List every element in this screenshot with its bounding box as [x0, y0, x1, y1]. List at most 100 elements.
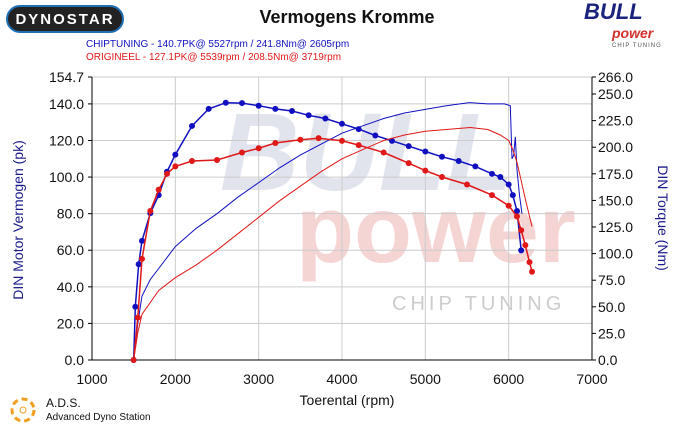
data-point-origineel-torque-nm: [529, 268, 535, 275]
data-point-origineel-torque-nm: [164, 170, 170, 177]
y-tick-label: 0.0: [65, 352, 85, 368]
data-point-origineel-torque-nm: [439, 174, 445, 181]
y-axis-label: DIN Motor Vermogen (pk): [10, 140, 26, 300]
y2-tick-label: 266.0: [598, 69, 633, 85]
data-point-chiptuning-torque-nm: [405, 143, 412, 150]
bull-power-logo: BULL power CHIP TUNING: [550, 0, 680, 54]
series-line-origineel-torque-nm: [132, 137, 533, 361]
data-point-origineel-torque-nm: [405, 160, 412, 167]
data-point-origineel-torque-nm: [505, 202, 512, 209]
data-point-origineel-torque-nm: [422, 167, 429, 174]
data-point-chiptuning-torque-nm: [497, 174, 504, 181]
data-point-origineel-torque-nm: [339, 137, 345, 144]
watermark: BULL power CHIP TUNING: [220, 91, 576, 315]
data-point-chiptuning-torque-nm: [455, 158, 462, 165]
x-axis-label: Toerental (rpm): [299, 392, 395, 408]
data-point-origineel-torque-nm: [489, 192, 495, 199]
watermark-chip-tuning: CHIP TUNING: [392, 293, 565, 315]
data-point-origineel-torque-nm: [355, 142, 362, 149]
data-point-origineel-torque-nm: [214, 156, 220, 163]
data-point-chiptuning-torque-nm: [505, 181, 512, 188]
data-point-chiptuning-torque-nm: [489, 170, 495, 177]
y2-tick-label: 125.0: [598, 219, 633, 235]
y-tick-label: 120.0: [49, 132, 84, 148]
data-point-chiptuning-torque-nm: [255, 102, 262, 109]
y-tick-label: 140.0: [49, 96, 84, 112]
data-point-origineel-torque-nm: [147, 208, 154, 215]
data-point-chiptuning-torque-nm: [189, 122, 195, 129]
data-point-origineel-torque-nm: [315, 135, 322, 142]
data-point-chiptuning-torque-nm: [422, 148, 429, 155]
y2-tick-label: 175.0: [598, 166, 633, 182]
y2-tick-label: 150.0: [598, 192, 633, 208]
x-tick-label: 3000: [243, 371, 274, 387]
legend-origineel: ORIGINEEL - 127.1PK@ 5539rpm / 208.5Nm@ …: [86, 52, 342, 63]
data-point-origineel-torque-nm: [239, 149, 245, 156]
y2-axis-label: DIN Torque (Nm): [655, 165, 671, 271]
data-point-chiptuning-torque-nm: [339, 120, 345, 127]
data-point-origineel-torque-nm: [464, 181, 470, 188]
x-tick-label: 2000: [160, 371, 191, 387]
data-point-origineel-torque-nm: [518, 227, 525, 234]
data-point-chiptuning-torque-nm: [289, 108, 295, 115]
y2-tick-label: 250.0: [598, 86, 633, 102]
data-point-chiptuning-torque-nm: [239, 100, 245, 107]
data-point-origineel-torque-nm: [155, 186, 162, 193]
x-tick-label: 7000: [576, 371, 607, 387]
data-point-chiptuning-torque-nm: [139, 237, 145, 244]
ads-logo: A.D.S. Advanced Dyno Station: [8, 396, 151, 429]
data-point-origineel-torque-nm: [172, 163, 179, 170]
data-point-chiptuning-torque-nm: [439, 153, 445, 160]
data-point-origineel-torque-nm: [514, 213, 520, 220]
data-point-origineel-torque-nm: [380, 149, 387, 156]
watermark-power: power: [296, 177, 576, 283]
data-point-chiptuning-torque-nm: [472, 163, 479, 170]
y2-tick-label: 200.0: [598, 139, 633, 155]
data-point-origineel-torque-nm: [526, 259, 533, 266]
watermark-bull: BULL: [220, 91, 513, 214]
data-point-origineel-torque-nm: [134, 314, 141, 321]
x-tick-label: 5000: [410, 371, 441, 387]
y-tick-label: 80.0: [57, 206, 84, 222]
ads-subtitle: Advanced Dyno Station: [46, 412, 151, 423]
data-point-chiptuning-torque-nm: [322, 115, 329, 122]
y-tick-label: 40.0: [57, 279, 84, 295]
x-tick-label: 1000: [76, 371, 107, 387]
y2-tick-label: 100.0: [598, 246, 633, 262]
dynostar-logo: DYNOSTAR: [6, 5, 124, 33]
data-point-chiptuning-torque-nm: [272, 105, 279, 112]
data-point-chiptuning-torque-nm: [372, 132, 379, 139]
data-point-chiptuning-torque-nm: [514, 208, 520, 215]
series-line-origineel-power-pk: [133, 126, 533, 361]
brand-sub: CHIP TUNING: [612, 43, 662, 49]
y2-tick-label: 25.0: [598, 325, 625, 341]
data-point-chiptuning-torque-nm: [205, 105, 212, 112]
power-text: power: [612, 25, 654, 41]
y2-tick-label: 225.0: [598, 113, 633, 129]
data-point-chiptuning-torque-nm: [518, 247, 525, 254]
y2-tick-label: 0.0: [598, 352, 618, 368]
y-tick-label: 60.0: [57, 242, 84, 258]
y-tick-label: 154.7: [49, 69, 84, 85]
data-point-origineel-torque-nm: [272, 139, 279, 146]
series-line-chiptuning-power-pk: [133, 102, 523, 361]
ads-title: A.D.S.: [46, 396, 81, 410]
data-point-chiptuning-torque-nm: [389, 137, 395, 144]
bull-text: BULL: [584, 0, 643, 24]
data-point-origineel-torque-nm: [522, 242, 529, 249]
x-tick-label: 6000: [493, 371, 524, 387]
ads-swirl-icon: [10, 397, 36, 423]
data-point-origineel-torque-nm: [130, 357, 137, 363]
data-point-origineel-torque-nm: [139, 255, 145, 262]
data-point-chiptuning-torque-nm: [305, 112, 312, 119]
data-point-chiptuning-torque-nm: [135, 261, 142, 268]
legend-chiptuning: CHIPTUNING - 140.7PK@ 5527rpm / 241.8Nm@…: [86, 39, 350, 50]
dynostar-logo-text: DYNOSTAR: [15, 10, 115, 28]
data-point-origineel-torque-nm: [297, 136, 304, 143]
data-point-chiptuning-torque-nm: [355, 126, 362, 133]
y2-tick-label: 50.0: [598, 299, 625, 315]
data-point-origineel-torque-nm: [189, 158, 195, 165]
y-tick-label: 100.0: [49, 169, 84, 185]
chart-title: Vermogens Kromme: [259, 7, 435, 27]
